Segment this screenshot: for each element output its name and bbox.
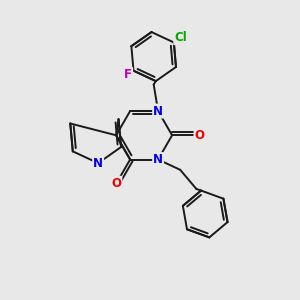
Text: N: N bbox=[153, 153, 163, 166]
Text: O: O bbox=[194, 129, 205, 142]
Text: Cl: Cl bbox=[174, 31, 187, 44]
Text: O: O bbox=[111, 177, 122, 190]
Text: N: N bbox=[93, 157, 103, 169]
Text: N: N bbox=[153, 105, 163, 118]
Text: F: F bbox=[124, 68, 132, 81]
